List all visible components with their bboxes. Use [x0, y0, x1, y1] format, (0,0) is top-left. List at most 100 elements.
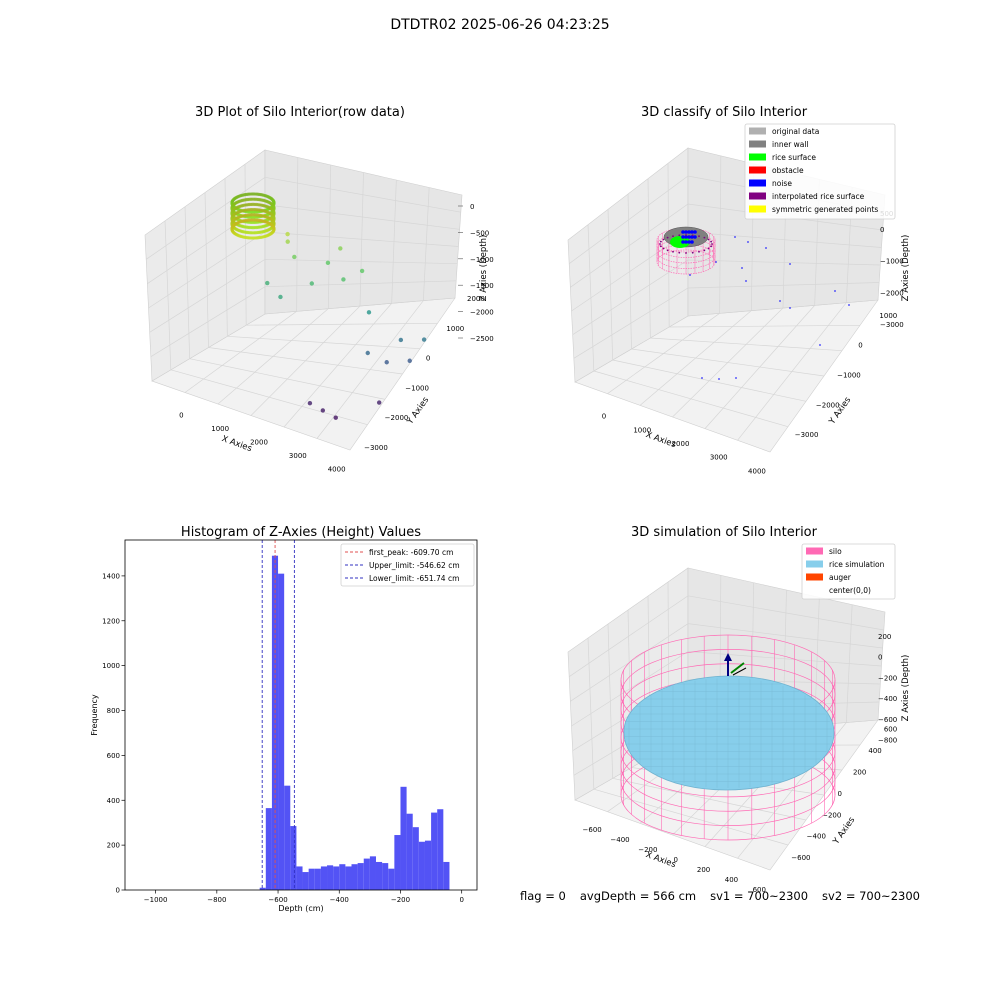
- y-tick-label: 200: [107, 842, 120, 850]
- y-tick-label: −200: [822, 811, 841, 819]
- noise-point: [789, 263, 791, 265]
- data-point: [278, 294, 283, 300]
- y-tick-label: −600: [791, 854, 810, 862]
- histogram-bar: [327, 865, 334, 890]
- noise-point: [681, 235, 685, 239]
- noise-point: [693, 235, 697, 239]
- cluster-point: [272, 221, 276, 225]
- legend-label: center(0,0): [829, 586, 871, 595]
- chart-title: 3D classify of Silo Interior: [641, 105, 808, 120]
- z-tick-label: −600: [878, 716, 897, 724]
- chart-title: 3D Plot of Silo Interior(row data): [195, 105, 405, 120]
- interpolated-point: [659, 240, 662, 243]
- x-tick-label: 3000: [710, 454, 728, 462]
- data-point: [285, 239, 290, 244]
- flag-text: flag = 0: [520, 889, 566, 903]
- y-tick-label: 2000: [467, 295, 485, 303]
- sv2-text: sv2 = 700~2300: [822, 889, 920, 903]
- noise-point: [681, 230, 685, 234]
- histogram-bar: [424, 840, 432, 890]
- y-axis-label: Y Axies: [831, 815, 858, 847]
- legend-box: [744, 123, 896, 220]
- legend-swatch: [806, 547, 823, 555]
- legend-swatch: [749, 153, 766, 161]
- legend-label: noise: [772, 179, 792, 188]
- z-tick-label: 0: [470, 203, 474, 211]
- noise-point: [684, 230, 688, 234]
- x-tick-label: −800: [207, 896, 226, 904]
- noise-point: [689, 274, 691, 276]
- interpolated-point: [666, 249, 669, 252]
- histogram-bar: [351, 864, 358, 890]
- z-tick-label: −500: [470, 229, 489, 237]
- interpolated-point: [672, 250, 674, 253]
- x-axis-label: X Axies: [220, 434, 253, 454]
- x-tick-label: 400: [725, 876, 738, 884]
- sv1-text: sv1 = 700~2300: [710, 889, 809, 903]
- histogram-bar: [284, 785, 291, 890]
- legend-label: Lower_limit: -651.74 cm: [369, 574, 459, 583]
- y-tick-label: 1400: [102, 572, 120, 580]
- y-tick-label: −1000: [837, 371, 861, 379]
- histogram-bar: [437, 809, 444, 890]
- noise-point: [765, 247, 767, 249]
- data-point: [265, 280, 270, 286]
- plot-frame: [124, 539, 478, 891]
- noise-point: [734, 236, 736, 238]
- x-tick-label: −400: [610, 836, 629, 844]
- x-tick-label: 200: [697, 866, 710, 874]
- z-arrow-head: [724, 653, 732, 661]
- y-tick-label: 1000: [102, 662, 120, 670]
- y-axis-label: Frequency: [90, 694, 99, 736]
- noise-point: [747, 241, 749, 243]
- x-axis-label: X Axies: [644, 850, 677, 870]
- noise-point: [789, 307, 791, 309]
- histogram-bar: [357, 863, 364, 890]
- histogram-bar: [431, 812, 438, 890]
- x-tick-label: −600: [268, 896, 287, 904]
- interpolated-point: [691, 251, 694, 254]
- grid-line: [316, 300, 424, 439]
- chart-title: 3D simulation of Silo Interior: [631, 525, 818, 540]
- interpolated-point: [662, 247, 665, 250]
- cluster-point: [272, 200, 276, 204]
- legend-swatch: [749, 166, 766, 174]
- x-tick-label: 4000: [748, 467, 766, 475]
- x-tick-label: 0: [179, 411, 183, 419]
- interpolated-point: [659, 245, 662, 248]
- legend-box: [801, 543, 896, 600]
- interpolated-point: [707, 247, 710, 250]
- rice-surface-cluster: [670, 236, 690, 248]
- data-point: [325, 260, 331, 266]
- x-tick-label: −400: [330, 896, 349, 904]
- histogram-bar: [302, 872, 309, 890]
- histogram-bar: [320, 866, 328, 890]
- interpolated-point: [710, 240, 713, 243]
- legend-swatch: [749, 205, 766, 213]
- legend: original data inner wall rice surface obsta…: [744, 123, 896, 220]
- histogram-bar: [394, 835, 401, 890]
- interpolated-point: [678, 251, 681, 254]
- histogram-bar: [400, 786, 407, 890]
- interpolated-point: [703, 249, 706, 252]
- noise-point: [718, 378, 720, 380]
- legend-swatch: [749, 140, 766, 148]
- x-tick-label: 0: [602, 413, 606, 421]
- histogram-bar: [296, 866, 303, 890]
- avg-depth-text: avgDepth = 566 cm: [579, 889, 697, 903]
- data-point: [320, 408, 326, 413]
- noise-point: [741, 267, 743, 269]
- y-tick-label: −400: [807, 833, 826, 841]
- interpolated-point: [698, 250, 700, 253]
- legend-label: symmetric generated points: [772, 205, 878, 214]
- data-point: [309, 281, 315, 286]
- y-tick-label: −2000: [816, 401, 840, 409]
- rice-surface: [623, 675, 835, 791]
- histogram-bar: [375, 861, 383, 890]
- data-point: [366, 310, 372, 315]
- cluster-point: [272, 216, 276, 220]
- z-tick-label: −400: [878, 695, 897, 703]
- legend-label: obstacle: [772, 166, 804, 175]
- histogram-bar: [314, 868, 321, 890]
